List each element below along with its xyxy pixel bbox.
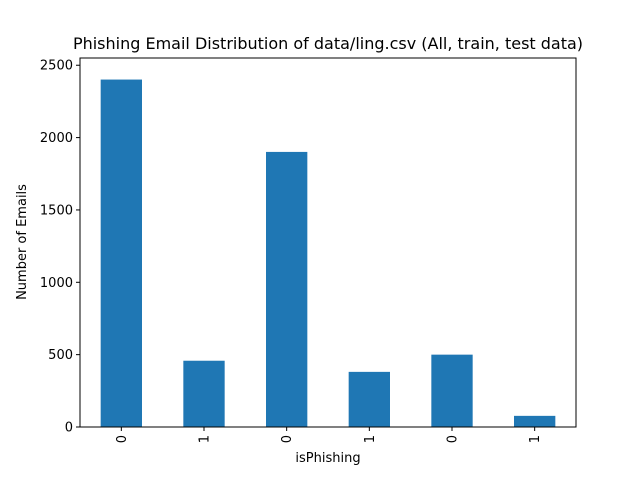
x-tick-label-5: 1 (528, 435, 543, 443)
y-tick-label-4: 2000 (40, 131, 73, 146)
chart-title: Phishing Email Distribution of data/ling… (73, 34, 583, 53)
bar-4 (431, 354, 473, 427)
x-axis-label: isPhishing (295, 451, 360, 466)
y-axis-label: Number of Emails (15, 184, 30, 300)
y-tick-label-5: 2500 (40, 59, 73, 74)
x-tick-label-0: 0 (115, 435, 130, 443)
bar-3 (348, 371, 390, 427)
y-tick-label-2: 1000 (40, 276, 73, 291)
x-tick-label-3: 1 (363, 435, 378, 443)
plot-frame (79, 57, 577, 428)
y-axis: 0 500 1000 1500 2000 2500 (40, 59, 80, 436)
bars-group (100, 79, 556, 427)
bar-0 (100, 79, 142, 427)
x-tick-label-4: 0 (446, 435, 461, 443)
x-tick-label-2: 0 (280, 435, 295, 443)
bar-2 (266, 151, 308, 427)
x-axis: 0 1 0 1 0 1 (115, 427, 543, 443)
y-tick-label-3: 1500 (40, 203, 73, 218)
bar-5 (514, 415, 556, 427)
y-tick-label-0: 0 (65, 421, 73, 436)
x-tick-label-1: 1 (198, 435, 213, 443)
bar-1 (183, 360, 225, 427)
y-tick-label-1: 500 (48, 348, 73, 363)
